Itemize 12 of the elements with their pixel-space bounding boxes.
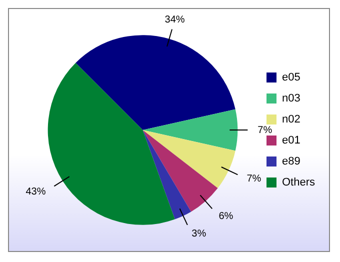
legend-label: n03	[282, 92, 300, 105]
data-label: 6%	[218, 210, 234, 222]
legend-label: e01	[282, 134, 300, 147]
legend-label: e05	[282, 72, 300, 84]
data-label: 43%	[26, 186, 46, 198]
data-label: 7%	[246, 174, 262, 185]
data-label: 34%	[164, 14, 185, 26]
data-label: 7%	[258, 124, 272, 136]
legend-label: n02	[282, 114, 300, 126]
data-label: 3%	[192, 228, 206, 240]
legend-label: Others	[282, 176, 316, 189]
legend-label: e89	[282, 156, 300, 168]
